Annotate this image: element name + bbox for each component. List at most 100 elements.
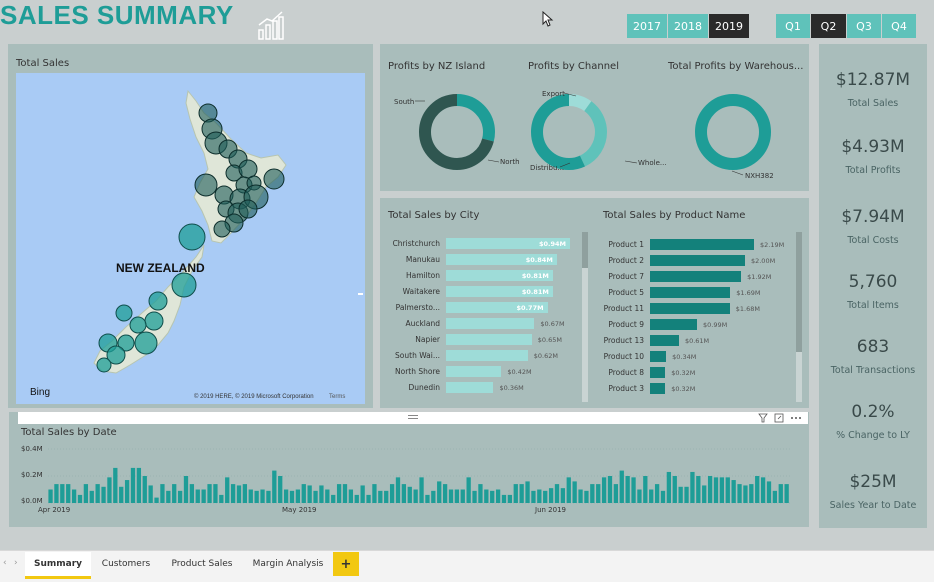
- date-bar[interactable]: [501, 494, 507, 503]
- product-bar[interactable]: [650, 271, 742, 282]
- date-bar[interactable]: [631, 477, 636, 503]
- date-bar[interactable]: [755, 476, 760, 503]
- date-bar[interactable]: [743, 485, 748, 503]
- date-bar[interactable]: [325, 489, 330, 504]
- city-bar[interactable]: [446, 334, 532, 345]
- date-bar[interactable]: [478, 484, 483, 503]
- date-bar[interactable]: [283, 489, 289, 504]
- map-bubbles[interactable]: [194, 103, 285, 238]
- date-bar[interactable]: [348, 489, 354, 504]
- date-bar[interactable]: [666, 471, 672, 503]
- date-bar[interactable]: [525, 481, 530, 503]
- date-bar[interactable]: [278, 476, 283, 503]
- date-bar[interactable]: [219, 494, 224, 503]
- date-bar[interactable]: [307, 485, 312, 503]
- city-bar[interactable]: [446, 238, 570, 249]
- date-bar[interactable]: [172, 484, 177, 503]
- date-bar[interactable]: [136, 467, 142, 503]
- city-bar[interactable]: [446, 382, 494, 393]
- date-bar[interactable]: [366, 494, 371, 503]
- date-bar[interactable]: [160, 484, 165, 503]
- date-bar[interactable]: [419, 477, 424, 503]
- quarter-slicer-q1[interactable]: Q1: [776, 14, 810, 38]
- date-bar[interactable]: [230, 484, 236, 503]
- date-bar[interactable]: [672, 476, 677, 503]
- tab-prev-icon[interactable]: ‹: [3, 558, 7, 568]
- date-bar[interactable]: [319, 485, 324, 503]
- date-bar[interactable]: [572, 481, 577, 503]
- date-bar[interactable]: [442, 484, 448, 503]
- city-scrollbar[interactable]: [582, 232, 588, 402]
- product-bar[interactable]: [650, 287, 731, 298]
- date-bar[interactable]: [54, 484, 59, 503]
- donut-slice[interactable]: [695, 94, 771, 170]
- city-bar[interactable]: [446, 366, 502, 377]
- date-bar[interactable]: [207, 484, 212, 503]
- date-bar[interactable]: [413, 489, 418, 504]
- date-bar[interactable]: [490, 490, 495, 503]
- date-bar[interactable]: [260, 489, 265, 504]
- tab-summary[interactable]: Summary: [25, 552, 91, 579]
- donut-slice[interactable]: [419, 94, 495, 170]
- date-bar[interactable]: [625, 476, 630, 503]
- date-bar[interactable]: [454, 489, 460, 504]
- map-terms-link[interactable]: Terms: [329, 394, 345, 400]
- date-bar[interactable]: [142, 476, 147, 503]
- date-bar[interactable]: [596, 484, 601, 503]
- date-bar[interactable]: [531, 490, 536, 503]
- date-bar[interactable]: [448, 489, 454, 504]
- date-bar[interactable]: [431, 490, 436, 503]
- focus-mode-icon[interactable]: [774, 413, 784, 423]
- date-bar[interactable]: [613, 484, 619, 503]
- date-bar[interactable]: [360, 485, 365, 503]
- date-bar[interactable]: [189, 484, 195, 503]
- date-bar[interactable]: [460, 489, 465, 504]
- date-bar[interactable]: [696, 476, 701, 503]
- date-bar[interactable]: [737, 484, 742, 503]
- date-bar[interactable]: [684, 486, 689, 503]
- date-bar[interactable]: [719, 477, 725, 503]
- date-bar[interactable]: [519, 484, 524, 503]
- donut-charts[interactable]: South North Export Distribu... Whole... …: [380, 80, 809, 188]
- date-bar[interactable]: [113, 467, 118, 503]
- date-bar[interactable]: [183, 476, 189, 503]
- date-bar[interactable]: [749, 484, 754, 503]
- date-bar[interactable]: [83, 484, 89, 503]
- date-bar[interactable]: [495, 489, 501, 504]
- date-bar[interactable]: [166, 490, 171, 503]
- product-bar[interactable]: [650, 239, 754, 250]
- date-bar[interactable]: [472, 490, 477, 503]
- date-bar[interactable]: [289, 490, 295, 503]
- date-bar[interactable]: [342, 484, 348, 503]
- year-slicer-2018[interactable]: 2018: [668, 14, 708, 38]
- date-bar[interactable]: [560, 488, 566, 503]
- date-bar[interactable]: [154, 497, 159, 503]
- date-bar[interactable]: [484, 489, 489, 504]
- date-bar[interactable]: [731, 480, 736, 503]
- date-bar[interactable]: [60, 484, 65, 503]
- date-bar[interactable]: [354, 494, 359, 503]
- date-bar[interactable]: [195, 489, 200, 504]
- city-bar[interactable]: [446, 270, 553, 281]
- date-bar[interactable]: [513, 484, 518, 503]
- product-bar[interactable]: [650, 255, 745, 266]
- date-bar[interactable]: [607, 476, 613, 503]
- date-bar[interactable]: [313, 490, 318, 503]
- date-bar[interactable]: [713, 477, 719, 503]
- filter-icon[interactable]: [758, 413, 768, 423]
- date-bar[interactable]: [295, 489, 301, 504]
- date-bar[interactable]: [766, 481, 772, 503]
- date-bar[interactable]: [584, 490, 589, 503]
- product-scrollbar[interactable]: [796, 232, 802, 402]
- city-bar[interactable]: [446, 318, 535, 329]
- date-bar[interactable]: [201, 489, 206, 504]
- date-bar[interactable]: [660, 490, 666, 503]
- date-bar[interactable]: [784, 484, 789, 503]
- city-bar[interactable]: [446, 286, 553, 297]
- date-bar[interactable]: [543, 490, 548, 503]
- date-bar[interactable]: [466, 477, 471, 503]
- date-bar[interactable]: [725, 477, 730, 503]
- date-bar[interactable]: [554, 484, 560, 503]
- date-bar[interactable]: [690, 471, 695, 503]
- city-bar[interactable]: [446, 302, 548, 313]
